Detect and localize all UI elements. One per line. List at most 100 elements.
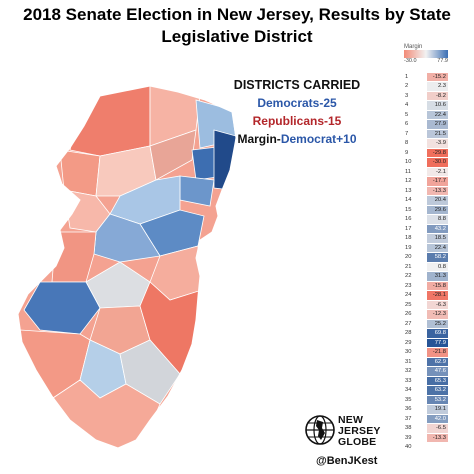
margin-summary: Margin-Democrat+10: [228, 130, 366, 148]
legend-ticks: -30.0 77.9: [404, 58, 448, 64]
district-number: 35: [405, 396, 412, 403]
district-number: 27: [405, 320, 412, 327]
district-number: 5: [405, 111, 409, 118]
district-margin-cell: 27.9: [427, 120, 448, 129]
district-row: 29 77.9: [404, 338, 448, 348]
legend-color-bar: [404, 50, 448, 58]
district-row: 33 65.3: [404, 376, 448, 386]
district-margin-cell: -17.7: [427, 177, 448, 186]
district-row: 9 -29.8: [404, 148, 448, 158]
district-margin-cell: -2.1: [427, 167, 448, 176]
district-margin-cell: 29.6: [427, 205, 448, 214]
globe-icon: [305, 415, 335, 445]
district-margin-cell: 22.4: [427, 243, 448, 252]
district-number: 24: [405, 292, 412, 299]
district-number: 23: [405, 282, 412, 289]
district-row: 32 47.6: [404, 367, 448, 377]
legend-min-label: -30.0: [404, 58, 417, 64]
district-number: 25: [405, 301, 412, 308]
district-margin-cell: -13.3: [427, 433, 448, 442]
district-row: 31 62.9: [404, 357, 448, 367]
district-row: 19 22.4: [404, 243, 448, 253]
district-margin-cell: 0.8: [427, 262, 448, 271]
district-number: 37: [405, 415, 412, 422]
district-margin-cell: 53.2: [427, 395, 448, 404]
district-margin-cell: 2.3: [427, 82, 448, 91]
district-number: 10: [405, 159, 412, 166]
district-row: 38 -6.5: [404, 424, 448, 434]
district-margin-cell: 8.8: [427, 215, 448, 224]
district-row: 14 20.4: [404, 196, 448, 206]
district-margin-cell: 77.9: [427, 338, 448, 347]
district-row: 10 -30.0: [404, 158, 448, 168]
district-number: 13: [405, 187, 412, 194]
district-row: 37 42.0: [404, 414, 448, 424]
district-row: 21 0.8: [404, 262, 448, 272]
district-margin-cell: -6.3: [427, 300, 448, 309]
district-number: 29: [405, 339, 412, 346]
margin-label: Margin-: [237, 132, 281, 146]
district-margin-cell: -21.8: [427, 348, 448, 357]
district-margin-cell: 65.3: [427, 376, 448, 385]
title-line-2: Legislative District: [161, 27, 313, 46]
district-row: 30 -21.8: [404, 348, 448, 358]
district-number: 39: [405, 434, 412, 441]
district-number: 40: [405, 444, 412, 451]
district-number: 19: [405, 244, 412, 251]
district-margin-cell: 58.2: [427, 253, 448, 262]
logo-wordmark: NEW JERSEY GLOBE: [338, 415, 381, 448]
district-row: 8 -3.9: [404, 139, 448, 149]
title-line-1: 2018 Senate Election in New Jersey, Resu…: [23, 5, 451, 24]
district-number: 4: [405, 102, 409, 109]
district-row: 35 53.2: [404, 395, 448, 405]
map-title: 2018 Senate Election in New Jersey, Resu…: [0, 4, 474, 48]
district-row: 24 -28.1: [404, 291, 448, 301]
district-row: 7 21.5: [404, 129, 448, 139]
district-number: 21: [405, 263, 412, 270]
district-margin-cell: 10.6: [427, 101, 448, 110]
logo-line-2: JERSEY: [338, 425, 381, 437]
new-jersey-globe-logo: NEW JERSEY GLOBE: [304, 414, 396, 454]
district-number: 14: [405, 197, 412, 204]
district-margin-cell: -28.1: [427, 291, 448, 300]
district-number: 31: [405, 358, 412, 365]
district-row: 4 10.6: [404, 101, 448, 111]
district-number: 15: [405, 206, 412, 213]
district-row: 5 22.4: [404, 110, 448, 120]
district-number: 28: [405, 330, 412, 337]
district-number: 34: [405, 387, 412, 394]
district-number: 33: [405, 377, 412, 384]
district-number: 18: [405, 235, 412, 242]
district-number: 12: [405, 178, 412, 185]
district-margin-cell: 25.2: [427, 319, 448, 328]
district-margin-cell: 22.4: [427, 110, 448, 119]
district-row: 1 -15.2: [404, 72, 448, 82]
district-number: 9: [405, 149, 409, 156]
district-row: 13 -13.3: [404, 186, 448, 196]
district-margin-table: 1 -15.2 2 2.3 3 -8.2 4 10.6 5 22.4 6 27.9 7 21.5 8 -3.9…: [404, 72, 448, 452]
republicans-count: Republicans-15: [252, 114, 342, 128]
district-row: 20 58.2: [404, 253, 448, 263]
district-margin-cell: -3.9: [427, 139, 448, 148]
district-margin-cell: -15.8: [427, 281, 448, 290]
district-margin-cell: 21.5: [427, 129, 448, 138]
district-margin-cell: 63.2: [427, 386, 448, 395]
district-number: 22: [405, 273, 412, 280]
district-row: 34 63.2: [404, 386, 448, 396]
district-margin-cell: 20.4: [427, 196, 448, 205]
district-number: 26: [405, 311, 412, 318]
district-number: 30: [405, 349, 412, 356]
district-number: 7: [405, 130, 409, 137]
district-margin-cell: 47.6: [427, 367, 448, 376]
district-number: 20: [405, 254, 412, 261]
margin-value: Democrat+10: [280, 132, 357, 146]
district-margin-cell: 18.5: [427, 234, 448, 243]
district-row: 2 2.3: [404, 82, 448, 92]
district-margin-cell: -13.3: [427, 186, 448, 195]
district-number: 3: [405, 92, 409, 99]
district-row: 25 -6.3: [404, 300, 448, 310]
district-row: 22 31.3: [404, 272, 448, 282]
district-number: 36: [405, 406, 412, 413]
district-margin-cell: 43.2: [427, 224, 448, 233]
district-margin-cell: -8.2: [427, 91, 448, 100]
